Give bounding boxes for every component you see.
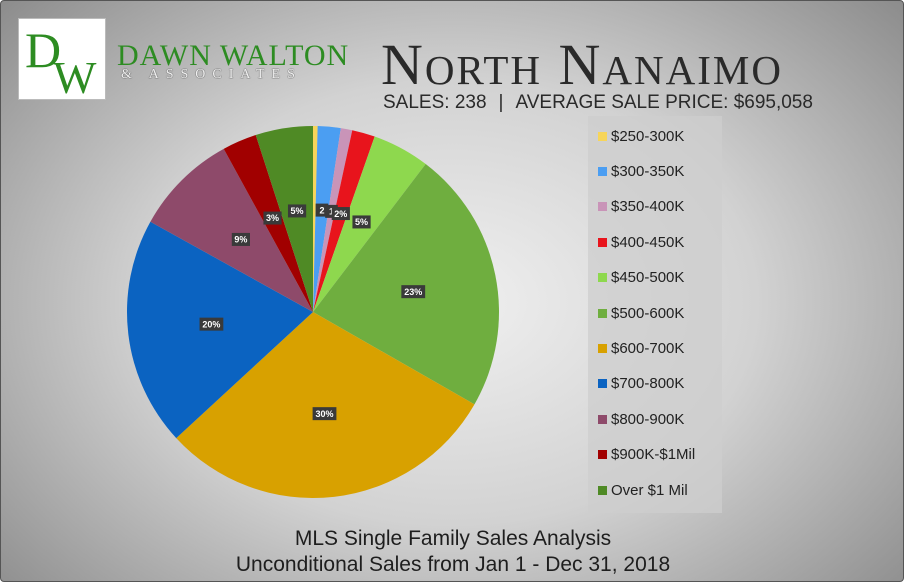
legend-item: $300-350K — [598, 161, 684, 181]
data-label-2: 2 — [315, 203, 329, 217]
data-label-4: 2% — [331, 207, 350, 221]
legend-label: $350-400K — [611, 198, 685, 216]
legend-label: $600-700K — [611, 339, 685, 357]
legend-label: $250-300K — [611, 127, 685, 145]
legend-item: $800-900K — [598, 409, 684, 429]
chart-title: North Nanaimo — [381, 32, 783, 97]
legend-label: Over $1 Mil — [611, 481, 688, 499]
legend-item: $700-800K — [598, 374, 684, 394]
svg-text:W: W — [53, 52, 97, 101]
footer-line-2: Unconditional Sales from Jan 1 - Dec 31,… — [235, 553, 671, 576]
legend-label: $450-500K — [611, 269, 685, 287]
data-label-5: 5% — [352, 215, 371, 229]
pie-slice-4 — [313, 130, 375, 312]
svg-text:5%: 5% — [291, 206, 304, 216]
legend-swatch — [598, 131, 607, 141]
brand-subtitle: & ASSOCIATES — [121, 67, 302, 82]
data-label-11: 5% — [287, 204, 307, 218]
legend-label: $800-900K — [611, 410, 685, 428]
legend-swatch — [598, 237, 607, 247]
svg-text:3%: 3% — [266, 213, 279, 223]
pie-slice-9 — [150, 148, 313, 312]
data-label-7: 30% — [312, 407, 337, 421]
legend-label: $500-600K — [611, 304, 685, 322]
svg-text:9%: 9% — [234, 235, 247, 245]
chart-footer: MLS Single Family Sales Analysis Uncondi… — [1, 526, 903, 578]
legend-item: $400-450K — [598, 232, 684, 252]
legend-swatch — [598, 485, 607, 495]
data-label-9: 9% — [231, 232, 250, 246]
legend-label: $700-800K — [611, 375, 685, 393]
pie-slice-6 — [313, 164, 499, 405]
stats-separator: | — [498, 92, 504, 113]
brand-name: DAWN WALTON — [117, 39, 350, 72]
sales-stats: SALES: 238 | AVERAGE SALE PRICE: $695,058 — [383, 92, 883, 114]
svg-text:2: 2 — [319, 205, 324, 215]
chart-legend: $250-300K $300-350K $350-400K $400-450K $450… — [588, 116, 722, 513]
footer-line-1: MLS Single Family Sales Analysis — [294, 527, 612, 550]
svg-text:23%: 23% — [404, 287, 422, 297]
sales-count: SALES: 238 — [383, 92, 487, 113]
svg-text:D: D — [25, 22, 61, 78]
pie-slice-1 — [313, 126, 318, 312]
legend-swatch — [598, 166, 607, 176]
legend-item: $350-400K — [598, 197, 684, 217]
legend-item: $500-600K — [598, 303, 684, 323]
legend-swatch — [598, 379, 607, 389]
svg-text:20%: 20% — [202, 319, 220, 329]
dw-monogram-icon: D W — [25, 22, 97, 101]
legend-item: $900K-$1Mil — [598, 445, 695, 465]
legend-label: $900K-$1Mil — [611, 446, 696, 464]
legend-swatch — [598, 450, 607, 460]
pie-slice-11 — [255, 126, 313, 312]
legend-label: $300-350K — [611, 162, 685, 180]
svg-text:30%: 30% — [315, 409, 333, 419]
legend-swatch — [598, 202, 607, 212]
pie-slice-7 — [176, 312, 475, 498]
legend-swatch — [598, 273, 607, 283]
legend-item: Over $1 Mil — [598, 480, 688, 500]
legend-item: $600-700K — [598, 338, 684, 358]
company-logo: D W — [18, 18, 106, 101]
data-label-6: 23% — [401, 285, 426, 299]
data-label-10: 3% — [263, 211, 282, 225]
average-sale-price: AVERAGE SALE PRICE: $695,058 — [515, 92, 813, 113]
svg-text:5%: 5% — [355, 217, 368, 227]
pie-slice-2 — [313, 126, 341, 312]
legend-swatch — [598, 343, 607, 353]
legend-item: $450-500K — [598, 268, 684, 288]
legend-item: $250-300K — [598, 126, 684, 146]
legend-swatch — [598, 308, 607, 318]
svg-text:2%: 2% — [334, 209, 347, 219]
legend-swatch — [598, 414, 607, 424]
svg-text:1: 1 — [329, 207, 334, 217]
legend-label: $400-450K — [611, 233, 685, 251]
data-label-8: 20% — [199, 317, 224, 331]
